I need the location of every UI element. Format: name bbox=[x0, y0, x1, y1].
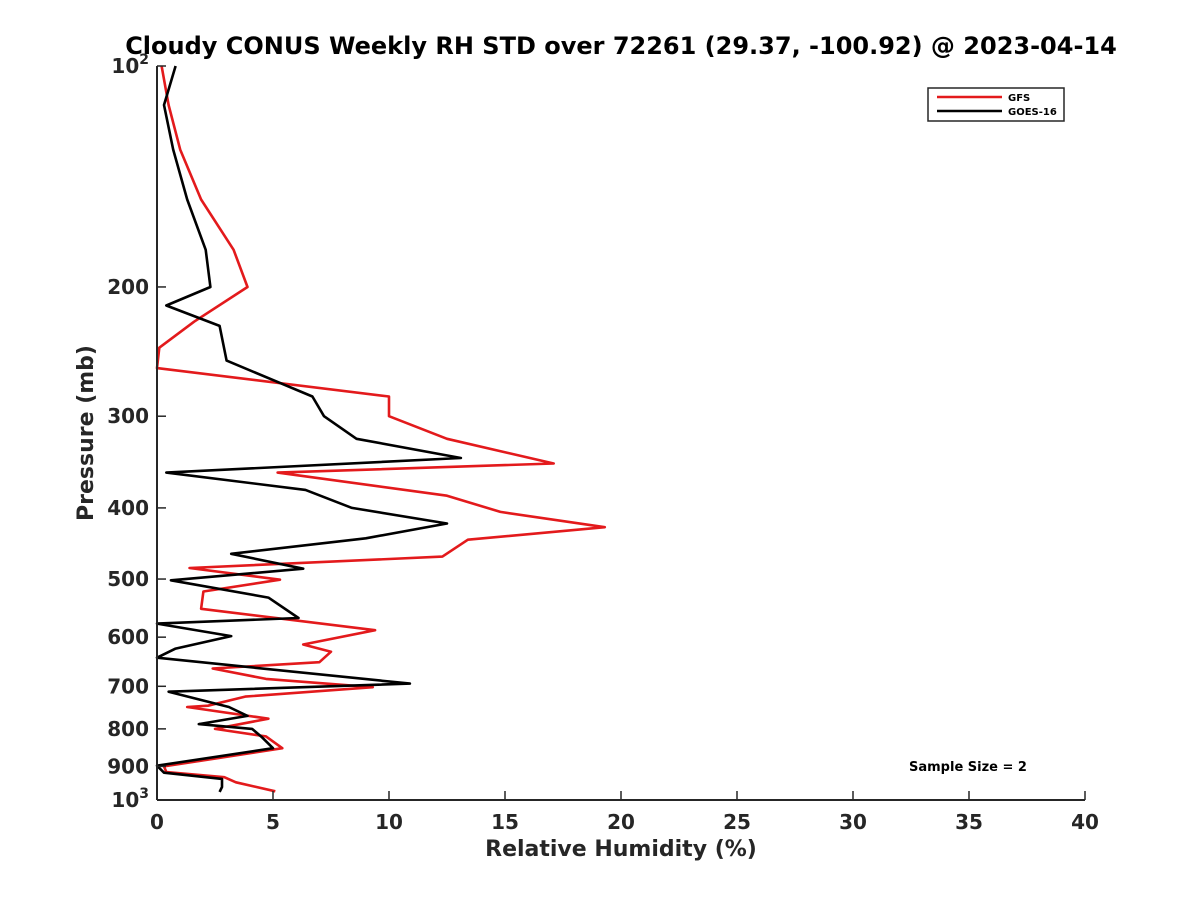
x-tick-label: 20 bbox=[607, 810, 635, 834]
series-line-gfs bbox=[155, 65, 607, 793]
series-layer bbox=[155, 65, 607, 793]
x-axis-label: Relative Humidity (%) bbox=[485, 837, 757, 862]
y-tick-label: 800 bbox=[107, 717, 149, 741]
x-tick-label: 5 bbox=[266, 810, 280, 834]
y-tick-label: 300 bbox=[107, 404, 149, 428]
y-tick-label: 600 bbox=[107, 625, 149, 649]
x-tick-label: 35 bbox=[955, 810, 983, 834]
legend-label-goes-16: GOES-16 bbox=[1008, 107, 1057, 118]
legend: GFS GOES-16 bbox=[927, 87, 1065, 122]
y-tick-label: 103 bbox=[111, 786, 149, 812]
y-ticks: 102 200 300 400 500 600 700 800 900 103 bbox=[107, 52, 166, 812]
x-tick-label: 30 bbox=[839, 810, 867, 834]
x-tick-label: 10 bbox=[375, 810, 403, 834]
x-ticks: 0 5 10 15 20 25 30 35 40 bbox=[150, 791, 1099, 834]
y-tick-label: 700 bbox=[107, 674, 149, 698]
y-tick-label: 102 bbox=[111, 52, 149, 78]
y-tick-label: 900 bbox=[107, 754, 149, 778]
x-tick-label: 40 bbox=[1071, 810, 1099, 834]
legend-box bbox=[927, 87, 1065, 122]
sample-size-annotation: Sample Size = 2 bbox=[909, 760, 1027, 775]
chart-title: Cloudy CONUS Weekly RH STD over 72261 (2… bbox=[125, 32, 1117, 60]
x-tick-label: 0 bbox=[150, 810, 164, 834]
y-tick-label: 200 bbox=[107, 275, 149, 299]
x-tick-label: 25 bbox=[723, 810, 751, 834]
y-tick-label: 400 bbox=[107, 496, 149, 520]
y-axis-label: Pressure (mb) bbox=[74, 345, 99, 521]
series-line-goes-16 bbox=[155, 65, 463, 793]
y-tick-label: 500 bbox=[107, 567, 149, 591]
legend-label-gfs: GFS bbox=[1008, 93, 1030, 104]
x-tick-label: 15 bbox=[491, 810, 519, 834]
